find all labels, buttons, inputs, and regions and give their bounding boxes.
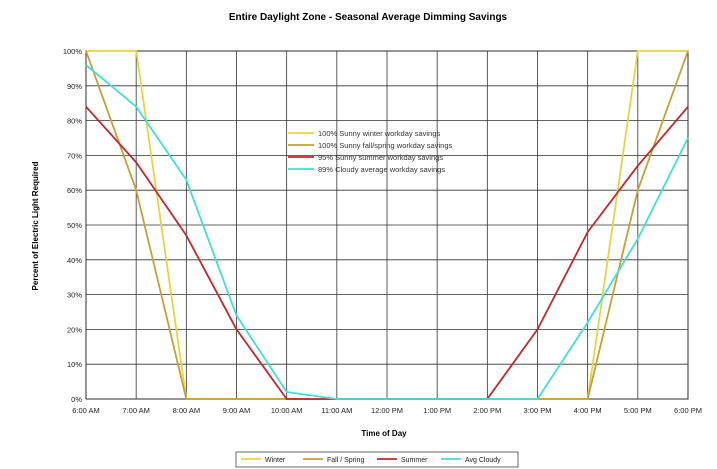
bottom-legend-label: Avg Cloudy bbox=[465, 457, 501, 464]
x-tick-label: 6:00 AM bbox=[72, 406, 100, 415]
x-tick-label: 1:00 PM bbox=[423, 406, 451, 415]
chart-title: Entire Daylight Zone - Seasonal Average … bbox=[229, 12, 508, 23]
y-tick-label: 50% bbox=[67, 221, 82, 230]
x-tick-label: 10:00 AM bbox=[271, 406, 303, 415]
y-tick-labels: 0% 10% 20% 30% 40% 50% 60% 70% 80% 90% 100% bbox=[63, 47, 83, 404]
y-tick-label: 70% bbox=[67, 151, 82, 160]
y-tick-label: 10% bbox=[67, 360, 82, 369]
y-tick-label: 90% bbox=[67, 82, 82, 91]
x-tick-label: 3:00 PM bbox=[524, 406, 552, 415]
grid bbox=[85, 50, 689, 400]
bottom-legend-label: Summer bbox=[401, 457, 428, 464]
series-lines bbox=[85, 50, 689, 400]
y-tick-label: 60% bbox=[67, 186, 82, 195]
y-tick-label: 100% bbox=[63, 47, 83, 56]
bottom-legend: Winter Fall / Spring Summer Avg Cloudy bbox=[235, 451, 519, 468]
y-tick-label: 20% bbox=[67, 325, 82, 334]
x-tick-label: 9:00 AM bbox=[223, 406, 251, 415]
x-tick-label: 6:00 PM bbox=[674, 406, 702, 415]
series-line-avg-cloudy bbox=[85, 64, 689, 400]
x-axis-title: Time of Day bbox=[361, 429, 407, 438]
x-tick-label: 11:00 AM bbox=[321, 406, 352, 415]
x-tick-label: 7:00 AM bbox=[122, 406, 150, 415]
y-tick-label: 80% bbox=[67, 117, 82, 126]
x-tick-label: 8:00 AM bbox=[173, 406, 201, 415]
y-tick-label: 0% bbox=[71, 395, 82, 404]
y-axis-title: Percent of Electric Light Required bbox=[31, 161, 40, 290]
x-tick-label: 12:00 PM bbox=[371, 406, 403, 415]
annotation-legend-label: 89% Cloudy average workday savings bbox=[318, 165, 445, 174]
bottom-legend-label: Fall / Spring bbox=[327, 457, 364, 464]
annotation-legend-label: 100% Sunny fall/spring workday savings bbox=[318, 141, 452, 150]
annotation-legend: 100% Sunny winter workday savings 100% Su… bbox=[288, 129, 452, 174]
annotation-legend-label: 95% Sunny summer workday savings bbox=[318, 153, 443, 162]
bottom-legend-label: Winter bbox=[265, 457, 286, 464]
x-tick-labels: 6:00 AM 7:00 AM 8:00 AM 9:00 AM 10:00 AM 11:0… bbox=[72, 406, 702, 415]
x-tick-label: 5:00 PM bbox=[624, 406, 652, 415]
y-tick-label: 30% bbox=[67, 291, 82, 300]
annotation-legend-label: 100% Sunny winter workday savings bbox=[318, 129, 440, 138]
y-tick-label: 40% bbox=[67, 256, 82, 265]
x-tick-label: 2:00 PM bbox=[473, 406, 501, 415]
x-tick-label: 4:00 PM bbox=[574, 406, 602, 415]
